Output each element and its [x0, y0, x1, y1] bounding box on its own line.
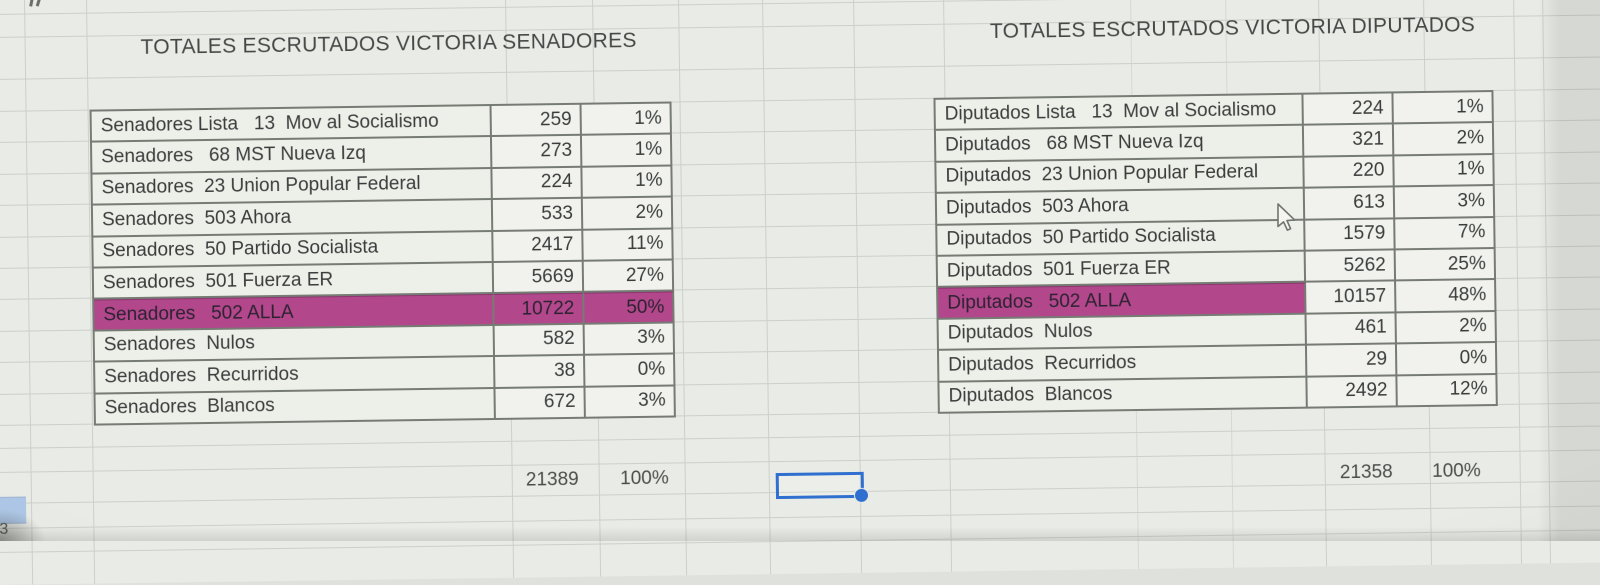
pct-cell[interactable]: 0% — [1396, 343, 1498, 376]
votes-cell[interactable]: 259 — [491, 104, 582, 138]
pct-cell[interactable]: 2% — [1393, 123, 1495, 157]
grid-hline — [0, 424, 1600, 449]
pct-cell[interactable]: 25% — [1395, 248, 1497, 282]
votes-cell[interactable]: 2492 — [1307, 375, 1398, 409]
photo-artifact-mark — [29, 0, 34, 7]
votes-cell[interactable]: 10157 — [1306, 281, 1397, 315]
selected-cell-box[interactable] — [775, 471, 870, 503]
pct-cell[interactable]: 11% — [583, 229, 674, 262]
pct-cell[interactable]: 50% — [584, 291, 675, 325]
photo-artifact-mark — [35, 0, 42, 7]
votes-cell[interactable]: 613 — [1304, 187, 1396, 221]
grid-vline — [1512, 0, 1523, 564]
pct-cell[interactable]: 1% — [581, 134, 673, 168]
votes-cell[interactable]: 533 — [492, 198, 584, 232]
senadores-table: Senadores Lista 13 Mov al Socialismo 259 1… — [89, 101, 676, 426]
grid-vline — [761, 0, 772, 575]
label-cell[interactable]: Diputados 50 Partido Socialista — [937, 220, 1306, 257]
diputados-table: Diputados Lista 13 Mov al Socialismo 224 1… — [933, 90, 1498, 414]
pct-cell[interactable]: 1% — [581, 103, 672, 137]
votes-cell[interactable]: 224 — [1303, 93, 1394, 127]
label-cell[interactable]: Diputados Lista 13 Mov al Socialismo — [935, 94, 1304, 132]
diputados-title[interactable]: TOTALES ESCRUTADOS VICTORIA DIPUTADOS — [989, 13, 1476, 44]
row-header-selected-cell[interactable] — [0, 496, 27, 524]
pct-cell[interactable]: 48% — [1396, 280, 1497, 314]
fill-handle[interactable] — [853, 487, 870, 503]
pct-cell[interactable]: 2% — [582, 197, 674, 231]
pct-cell[interactable]: 7% — [1395, 217, 1496, 251]
diputados-total-pct-cell[interactable]: 100% — [1431, 459, 1481, 482]
votes-cell[interactable]: 582 — [494, 324, 586, 358]
pct-cell[interactable]: 3% — [1394, 186, 1496, 219]
pct-cell[interactable]: 1% — [1394, 154, 1495, 188]
grid-hline — [0, 0, 1600, 15]
votes-cell[interactable]: 29 — [1306, 344, 1398, 378]
mouse-cursor-icon — [1276, 203, 1298, 238]
votes-cell[interactable]: 224 — [492, 167, 583, 201]
label-cell[interactable]: Diputados Blancos — [939, 377, 1308, 414]
senadores-total-votes-cell[interactable]: 21389 — [525, 468, 579, 491]
label-cell[interactable]: Diputados 503 Ahora — [936, 188, 1306, 226]
grid-vline — [677, 0, 688, 576]
votes-cell[interactable]: 672 — [495, 387, 586, 420]
votes-cell[interactable]: 5669 — [493, 261, 585, 295]
label-cell[interactable]: Diputados Nulos — [938, 314, 1307, 351]
grid-hline — [0, 504, 1600, 529]
senadores-title[interactable]: TOTALES ESCRUTADOS VICTORIA SENADORES — [140, 28, 637, 59]
table-row: Diputados Blancos 2492 12% — [939, 374, 1498, 414]
votes-cell[interactable]: 220 — [1304, 156, 1395, 189]
votes-cell[interactable]: 461 — [1306, 313, 1397, 346]
label-cell[interactable]: Diputados 502 ALLA — [938, 282, 1307, 320]
pct-cell[interactable]: 27% — [583, 260, 675, 294]
grid-hline — [0, 55, 1600, 80]
votes-cell[interactable]: 273 — [491, 136, 583, 169]
pct-cell[interactable]: 3% — [585, 385, 676, 419]
diputados-total-votes-cell[interactable]: 21358 — [1339, 460, 1393, 483]
label-cell[interactable]: Diputados 501 Fuerza ER — [937, 251, 1307, 289]
pct-cell[interactable]: 3% — [584, 323, 676, 356]
senadores-total-pct-cell[interactable]: 100% — [619, 467, 669, 489]
votes-cell[interactable]: 38 — [495, 355, 586, 389]
votes-cell[interactable]: 321 — [1303, 124, 1395, 158]
votes-cell[interactable]: 2417 — [493, 230, 584, 263]
votes-cell[interactable]: 1579 — [1305, 218, 1396, 252]
row-header-number: 3 — [0, 520, 9, 538]
label-cell[interactable]: Diputados Recurridos — [938, 345, 1308, 383]
pct-cell[interactable]: 1% — [582, 166, 673, 199]
table-row: Senadores Blancos 672 3% — [95, 385, 676, 426]
pct-cell[interactable]: 0% — [585, 354, 676, 388]
votes-cell[interactable]: 5262 — [1305, 250, 1397, 283]
label-cell[interactable]: Senadores Blancos — [95, 388, 496, 426]
pct-cell[interactable]: 1% — [1393, 92, 1494, 125]
pct-cell[interactable]: 2% — [1396, 311, 1497, 345]
label-cell[interactable]: Diputados 68 MST Nueva Izq — [935, 126, 1305, 163]
label-cell[interactable]: Diputados 23 Union Popular Federal — [936, 157, 1305, 194]
pct-cell[interactable]: 12% — [1397, 374, 1498, 408]
grid-vline — [1541, 0, 1552, 564]
votes-cell[interactable]: 10722 — [494, 293, 585, 326]
